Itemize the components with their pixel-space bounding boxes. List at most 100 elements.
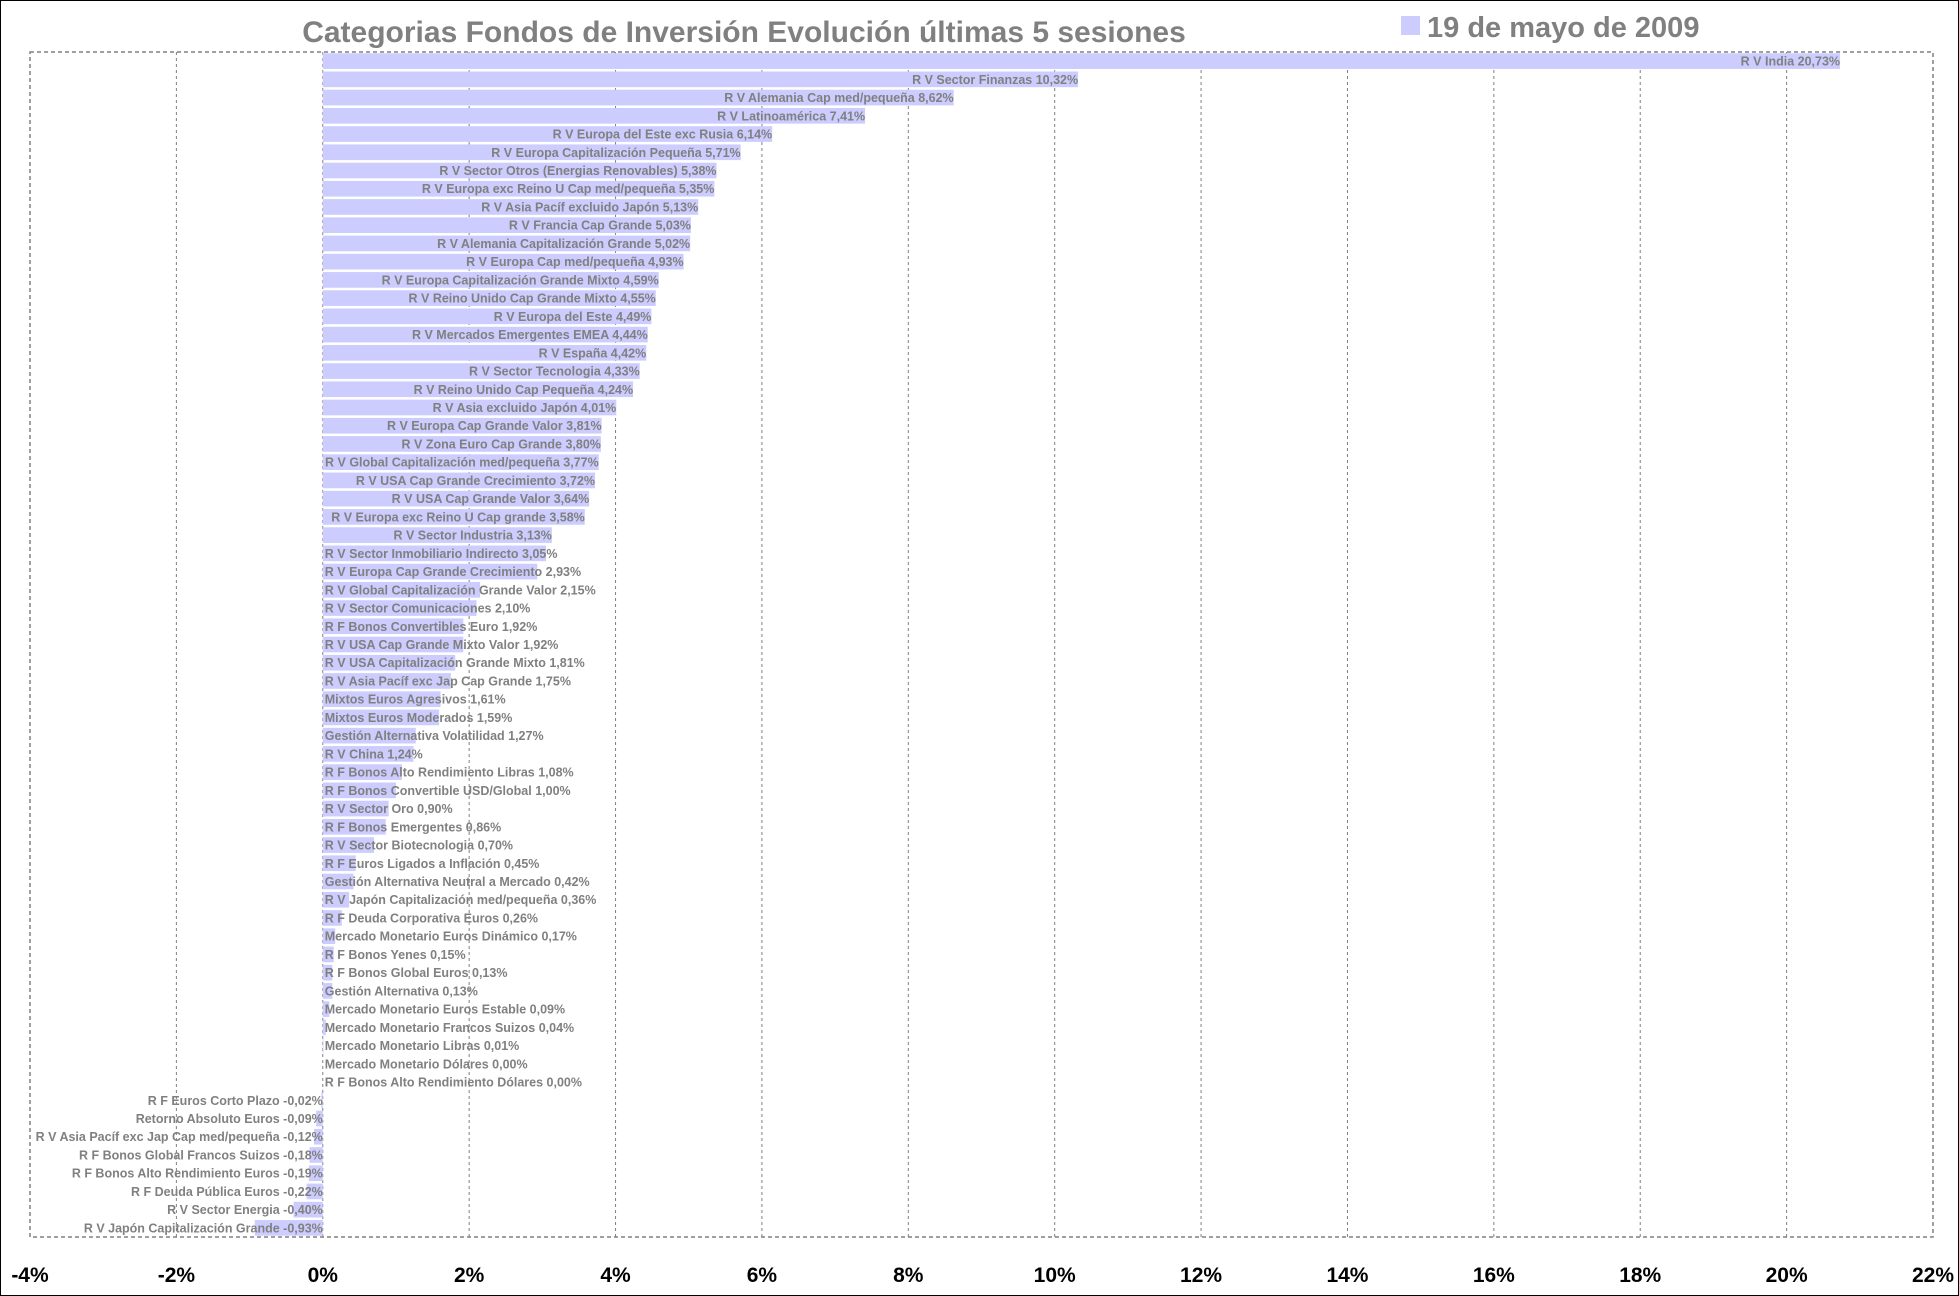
bar bbox=[322, 636, 464, 653]
data-label: R V Zona Euro Cap Grande 3,80% bbox=[402, 437, 601, 451]
data-label: R V Sector Oro 0,90% bbox=[325, 802, 453, 816]
x-tick-label: 12% bbox=[1180, 1264, 1222, 1287]
data-label: Mercado Monetario Libras 0,01% bbox=[325, 1039, 520, 1053]
bar bbox=[322, 746, 414, 762]
data-label: R F Bonos Global Euros 0,13% bbox=[325, 966, 508, 980]
bar bbox=[322, 180, 715, 197]
bar bbox=[322, 837, 375, 853]
bar bbox=[322, 782, 396, 799]
data-label: Mercado Monetario Euros Dinámico 0,17% bbox=[325, 930, 577, 944]
bar bbox=[322, 126, 773, 142]
data-label: R F Euros Corto Plazo -0,02% bbox=[148, 1094, 323, 1108]
bar bbox=[322, 454, 599, 471]
bar bbox=[322, 545, 547, 562]
data-label: R V USA Cap Grande Valor 3,64% bbox=[392, 492, 590, 506]
data-label: R V Latinoamérica 7,41% bbox=[717, 109, 865, 123]
bar bbox=[322, 290, 656, 306]
bar bbox=[322, 399, 617, 416]
bar bbox=[322, 71, 1079, 88]
bar bbox=[322, 253, 684, 270]
data-label: R F Bonos Alto Rendimiento Euros -0,19% bbox=[72, 1167, 323, 1181]
bar bbox=[322, 654, 456, 671]
bar bbox=[308, 1165, 323, 1182]
bar bbox=[322, 217, 691, 234]
bar bbox=[322, 764, 402, 780]
bar bbox=[322, 910, 342, 926]
data-label: R V Europa exc Reino U Cap grande 3,58% bbox=[331, 510, 585, 524]
x-axis-ticks: -4% -2% 0% 2% 4% 6% 8% 10% 12% 14% 16% 18% 20% 22% bbox=[11, 1264, 1954, 1287]
bar bbox=[322, 381, 634, 398]
data-label: R V Reino Unido Cap Pequeña 4,24% bbox=[414, 383, 634, 397]
data-label: R V Mercados Emergentes EMEA 4,44% bbox=[412, 328, 648, 342]
data-label: R V Global Capitalización med/pequeña 3,… bbox=[325, 456, 599, 470]
data-label: Gestión Alternativa Volatilidad 1,27% bbox=[325, 729, 544, 743]
legend-label: 19 de mayo de 2009 bbox=[1427, 12, 1699, 44]
bar bbox=[322, 144, 741, 161]
data-label: R V Sector Inmobiliario Indirecto 3,05% bbox=[325, 547, 558, 561]
bar bbox=[321, 1092, 323, 1109]
data-label: R F Bonos Yenes 0,15% bbox=[325, 948, 466, 962]
bar bbox=[322, 563, 538, 580]
data-label: R V Europa Cap Grande Valor 3,81% bbox=[387, 419, 602, 433]
bar bbox=[322, 673, 451, 689]
data-label: R V Japón Capitalización med/pequeña 0,3… bbox=[325, 893, 597, 907]
data-label: R F Bonos Convertibles Euro 1,92% bbox=[325, 620, 538, 634]
bar bbox=[309, 1147, 323, 1163]
data-label: Mercado Monetario Dólares 0,00% bbox=[325, 1057, 528, 1071]
plot-area bbox=[29, 51, 1934, 1238]
data-label: R F Deuda Corporativa Euros 0,26% bbox=[325, 911, 538, 925]
data-label: R V España 4,42% bbox=[539, 346, 647, 360]
data-label: R F Bonos Emergentes 0,86% bbox=[325, 820, 501, 834]
data-label: Mercado Monetario Euros Estable 0,09% bbox=[325, 1003, 565, 1017]
data-label: R V Sector Energia -0,40% bbox=[167, 1203, 323, 1217]
bar bbox=[322, 709, 440, 726]
data-label: Gestión Alternativa Neutral a Mercado 0,… bbox=[325, 875, 590, 889]
data-label: R V Asia Pacíf excluido Japón 5,13% bbox=[481, 200, 698, 214]
data-label: Mixtos Euros Moderados 1,59% bbox=[325, 711, 513, 725]
bar bbox=[322, 891, 350, 908]
bar bbox=[322, 436, 601, 452]
bar bbox=[322, 490, 590, 507]
data-label: R F Euros Ligados a Inflación 0,45% bbox=[325, 857, 540, 871]
data-label: R F Deuda Pública Euros -0,22% bbox=[131, 1185, 323, 1199]
data-label: Gestión Alternativa 0,13% bbox=[325, 984, 478, 998]
legend-swatch bbox=[1401, 16, 1420, 35]
bar bbox=[322, 1001, 330, 1017]
data-label: R V Europa Cap med/pequeña 4,93% bbox=[466, 255, 683, 269]
data-label: R V Alemania Cap med/pequeña 8,62% bbox=[724, 91, 953, 105]
bar bbox=[254, 1220, 323, 1236]
x-tick-label: 4% bbox=[600, 1264, 631, 1287]
data-label: R V Sector Comunicaciones 2,10% bbox=[325, 602, 531, 616]
bar bbox=[322, 600, 477, 616]
chart-title: Categorias Fondos de Inversión Evolución… bbox=[302, 16, 1186, 49]
data-label: R V Asia Pacíf exc Jap Cap med/pequeña -… bbox=[36, 1130, 323, 1144]
bar bbox=[322, 344, 647, 361]
x-tick-label: -4% bbox=[11, 1264, 49, 1287]
bar bbox=[322, 1019, 326, 1036]
data-label: R V Asia excluido Japón 4,01% bbox=[433, 401, 617, 415]
bar bbox=[322, 1037, 324, 1054]
bar bbox=[322, 855, 356, 872]
bar bbox=[322, 326, 648, 343]
x-tick-label: 22% bbox=[1912, 1264, 1954, 1287]
data-label: R V India 20,73% bbox=[1741, 55, 1840, 69]
data-label: Mixtos Euros Agresivos 1,61% bbox=[325, 693, 506, 707]
data-label: R V Europa Cap Grande Crecimiento 2,93% bbox=[325, 565, 581, 579]
data-label: R V USA Cap Grande Mixto Valor 1,92% bbox=[325, 638, 559, 652]
bar bbox=[322, 618, 464, 635]
data-label: R V Sector Tecnologia 4,33% bbox=[469, 365, 640, 379]
data-label: R V Asia Pacíf exc Jap Cap Grande 1,75% bbox=[325, 674, 571, 688]
data-label: R V USA Cap Grande Crecimiento 3,72% bbox=[356, 474, 595, 488]
bar bbox=[313, 1128, 323, 1145]
x-tick-label: 6% bbox=[747, 1264, 778, 1287]
data-label: R V Europa Capitalización Grande Mixto 4… bbox=[382, 273, 659, 287]
data-label: R V Sector Otros (Energias Renovables) 5… bbox=[439, 164, 716, 178]
x-tick-label: -2% bbox=[158, 1264, 196, 1287]
data-label: R V Sector Finanzas 10,32% bbox=[912, 73, 1078, 87]
bar bbox=[316, 1110, 323, 1127]
bar bbox=[322, 818, 386, 835]
data-label: R V Sector Biotecnologia 0,70% bbox=[325, 839, 513, 853]
bar bbox=[322, 417, 602, 434]
bar bbox=[322, 928, 336, 945]
